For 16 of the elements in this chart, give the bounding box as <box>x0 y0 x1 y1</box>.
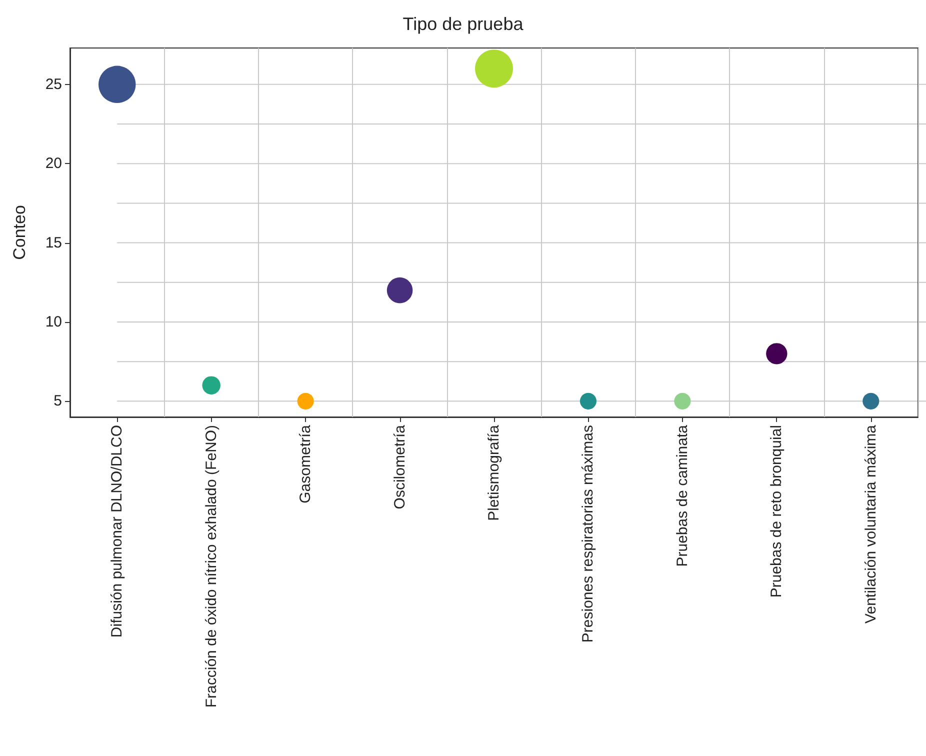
y-tick-label: 20 <box>45 155 62 172</box>
y-axis-title: Conteo <box>10 205 29 260</box>
y-tick-label: 25 <box>45 76 62 93</box>
x-tick-label: Pruebas de caminata <box>674 424 691 567</box>
y-tick-label: 10 <box>45 313 62 330</box>
x-tick-label: Pletismografía <box>486 424 502 521</box>
x-tick-label: Difusión pulmonar DLNO/DLCO <box>108 425 126 638</box>
x-tick-label: Ventilación voluntaria máxima <box>862 424 880 624</box>
x-tick-label: Presiones respiratorias máximas <box>580 425 597 643</box>
x-tick-label: Fracción de óxido nítrico exhalado (FeNO) <box>202 425 220 708</box>
x-tick-label: Gasometría <box>297 424 314 504</box>
chart-title: Tipo de prueba <box>402 14 524 34</box>
y-tick-label: 15 <box>45 234 62 252</box>
x-tick-label: Oscilometría <box>391 424 408 510</box>
y-tick-label: 5 <box>54 392 62 410</box>
x-tick-label: Pruebas de reto bronquial <box>768 425 786 598</box>
